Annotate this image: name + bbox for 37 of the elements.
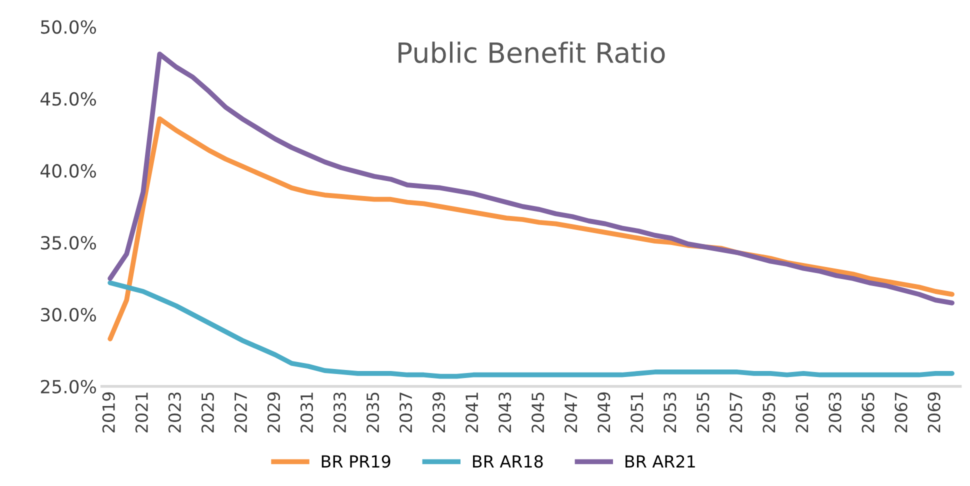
legend-label: BR PR19 xyxy=(322,455,390,468)
x-tick-label: 2045 xyxy=(532,392,544,432)
x-tick-label: 2027 xyxy=(234,392,248,432)
x-tick-label: 2057 xyxy=(730,392,742,432)
x-tick-label: 2035 xyxy=(366,392,380,432)
x-tick-label: 2043 xyxy=(498,392,512,432)
legend-label: BR AR21 xyxy=(626,455,695,468)
x-tick-label: 2025 xyxy=(201,392,214,432)
x-tick-label: 2037 xyxy=(399,392,412,432)
x-tick-label: 2049 xyxy=(598,392,610,432)
y-tick-label: 30.0% xyxy=(41,308,96,322)
x-tick-label: 2021 xyxy=(135,392,148,432)
chart-title: Public Benefit Ratio xyxy=(398,42,665,64)
x-tick-label: 2019 xyxy=(102,392,115,432)
y-tick-label: 45.0% xyxy=(40,92,96,106)
x-tick-label: 2065 xyxy=(862,392,874,432)
x-tick-label: 2029 xyxy=(267,392,280,432)
x-tick-label: 2069 xyxy=(928,392,940,432)
x-tick-label: 2039 xyxy=(432,392,446,432)
x-tick-label: 2063 xyxy=(828,392,842,432)
x-tick-label: 2033 xyxy=(333,392,346,432)
line-series xyxy=(108,280,954,379)
y-tick-label: 40.0% xyxy=(40,164,96,178)
y-tick-label: 50.0% xyxy=(41,20,96,34)
legend-label: BR AR18 xyxy=(473,455,543,468)
x-tick-label: 2059 xyxy=(762,392,776,432)
x-tick-label: 2031 xyxy=(300,392,314,432)
y-tick-label: 25.0% xyxy=(40,380,96,394)
x-tick-label: 2053 xyxy=(664,392,676,432)
x-tick-label: 2047 xyxy=(564,392,578,432)
x-tick-label: 2051 xyxy=(630,392,644,432)
x-tick-label: 2055 xyxy=(696,392,710,432)
y-tick-label: 35.0% xyxy=(41,236,96,250)
x-tick-label: 2067 xyxy=(894,392,908,432)
x-tick-label: 2061 xyxy=(796,392,808,432)
x-tick-label: 2041 xyxy=(466,392,478,432)
x-tick-label: 2023 xyxy=(168,392,181,432)
